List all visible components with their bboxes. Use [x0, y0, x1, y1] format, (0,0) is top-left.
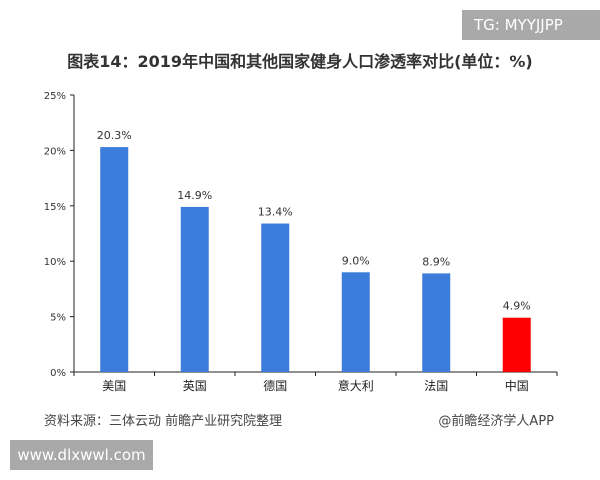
data-label: 20.3% — [97, 129, 132, 142]
y-tick-label: 10% — [44, 257, 66, 268]
bar — [261, 223, 290, 372]
data-label: 9.0% — [342, 254, 370, 267]
x-tick-label: 中国 — [505, 378, 529, 393]
bar — [100, 147, 129, 372]
y-tick-label: 15% — [44, 202, 66, 213]
y-tick-label: 25% — [44, 91, 66, 102]
bar — [502, 317, 531, 372]
x-tick-label: 德国 — [263, 378, 287, 393]
data-label: 14.9% — [177, 189, 212, 202]
data-label: 13.4% — [258, 206, 293, 219]
x-tick-label: 美国 — [102, 379, 126, 393]
x-tick-label: 法国 — [424, 379, 448, 393]
watermark-bottom: www.dlxwwl.com — [10, 440, 153, 470]
credit: @前瞻经济学人APP — [438, 414, 554, 429]
y-tick-label: 20% — [44, 146, 66, 157]
y-tick-label: 0% — [50, 368, 66, 379]
x-tick-label: 英国 — [183, 379, 207, 393]
x-tick-label: 意大利 — [338, 378, 374, 393]
watermark-top: TG: MYYJJPP — [462, 10, 600, 40]
y-tick-label: 5% — [50, 313, 66, 324]
bar — [180, 206, 209, 372]
source-note: 资料来源：三体云动 前瞻产业研究院整理 — [44, 414, 283, 429]
chart-title: 图表14：2019年中国和其他国家健身人口渗透率对比(单位：%) — [67, 52, 533, 71]
bar — [422, 273, 451, 372]
bar — [341, 272, 370, 372]
data-label: 8.9% — [422, 255, 450, 268]
data-label: 4.9% — [503, 300, 531, 313]
